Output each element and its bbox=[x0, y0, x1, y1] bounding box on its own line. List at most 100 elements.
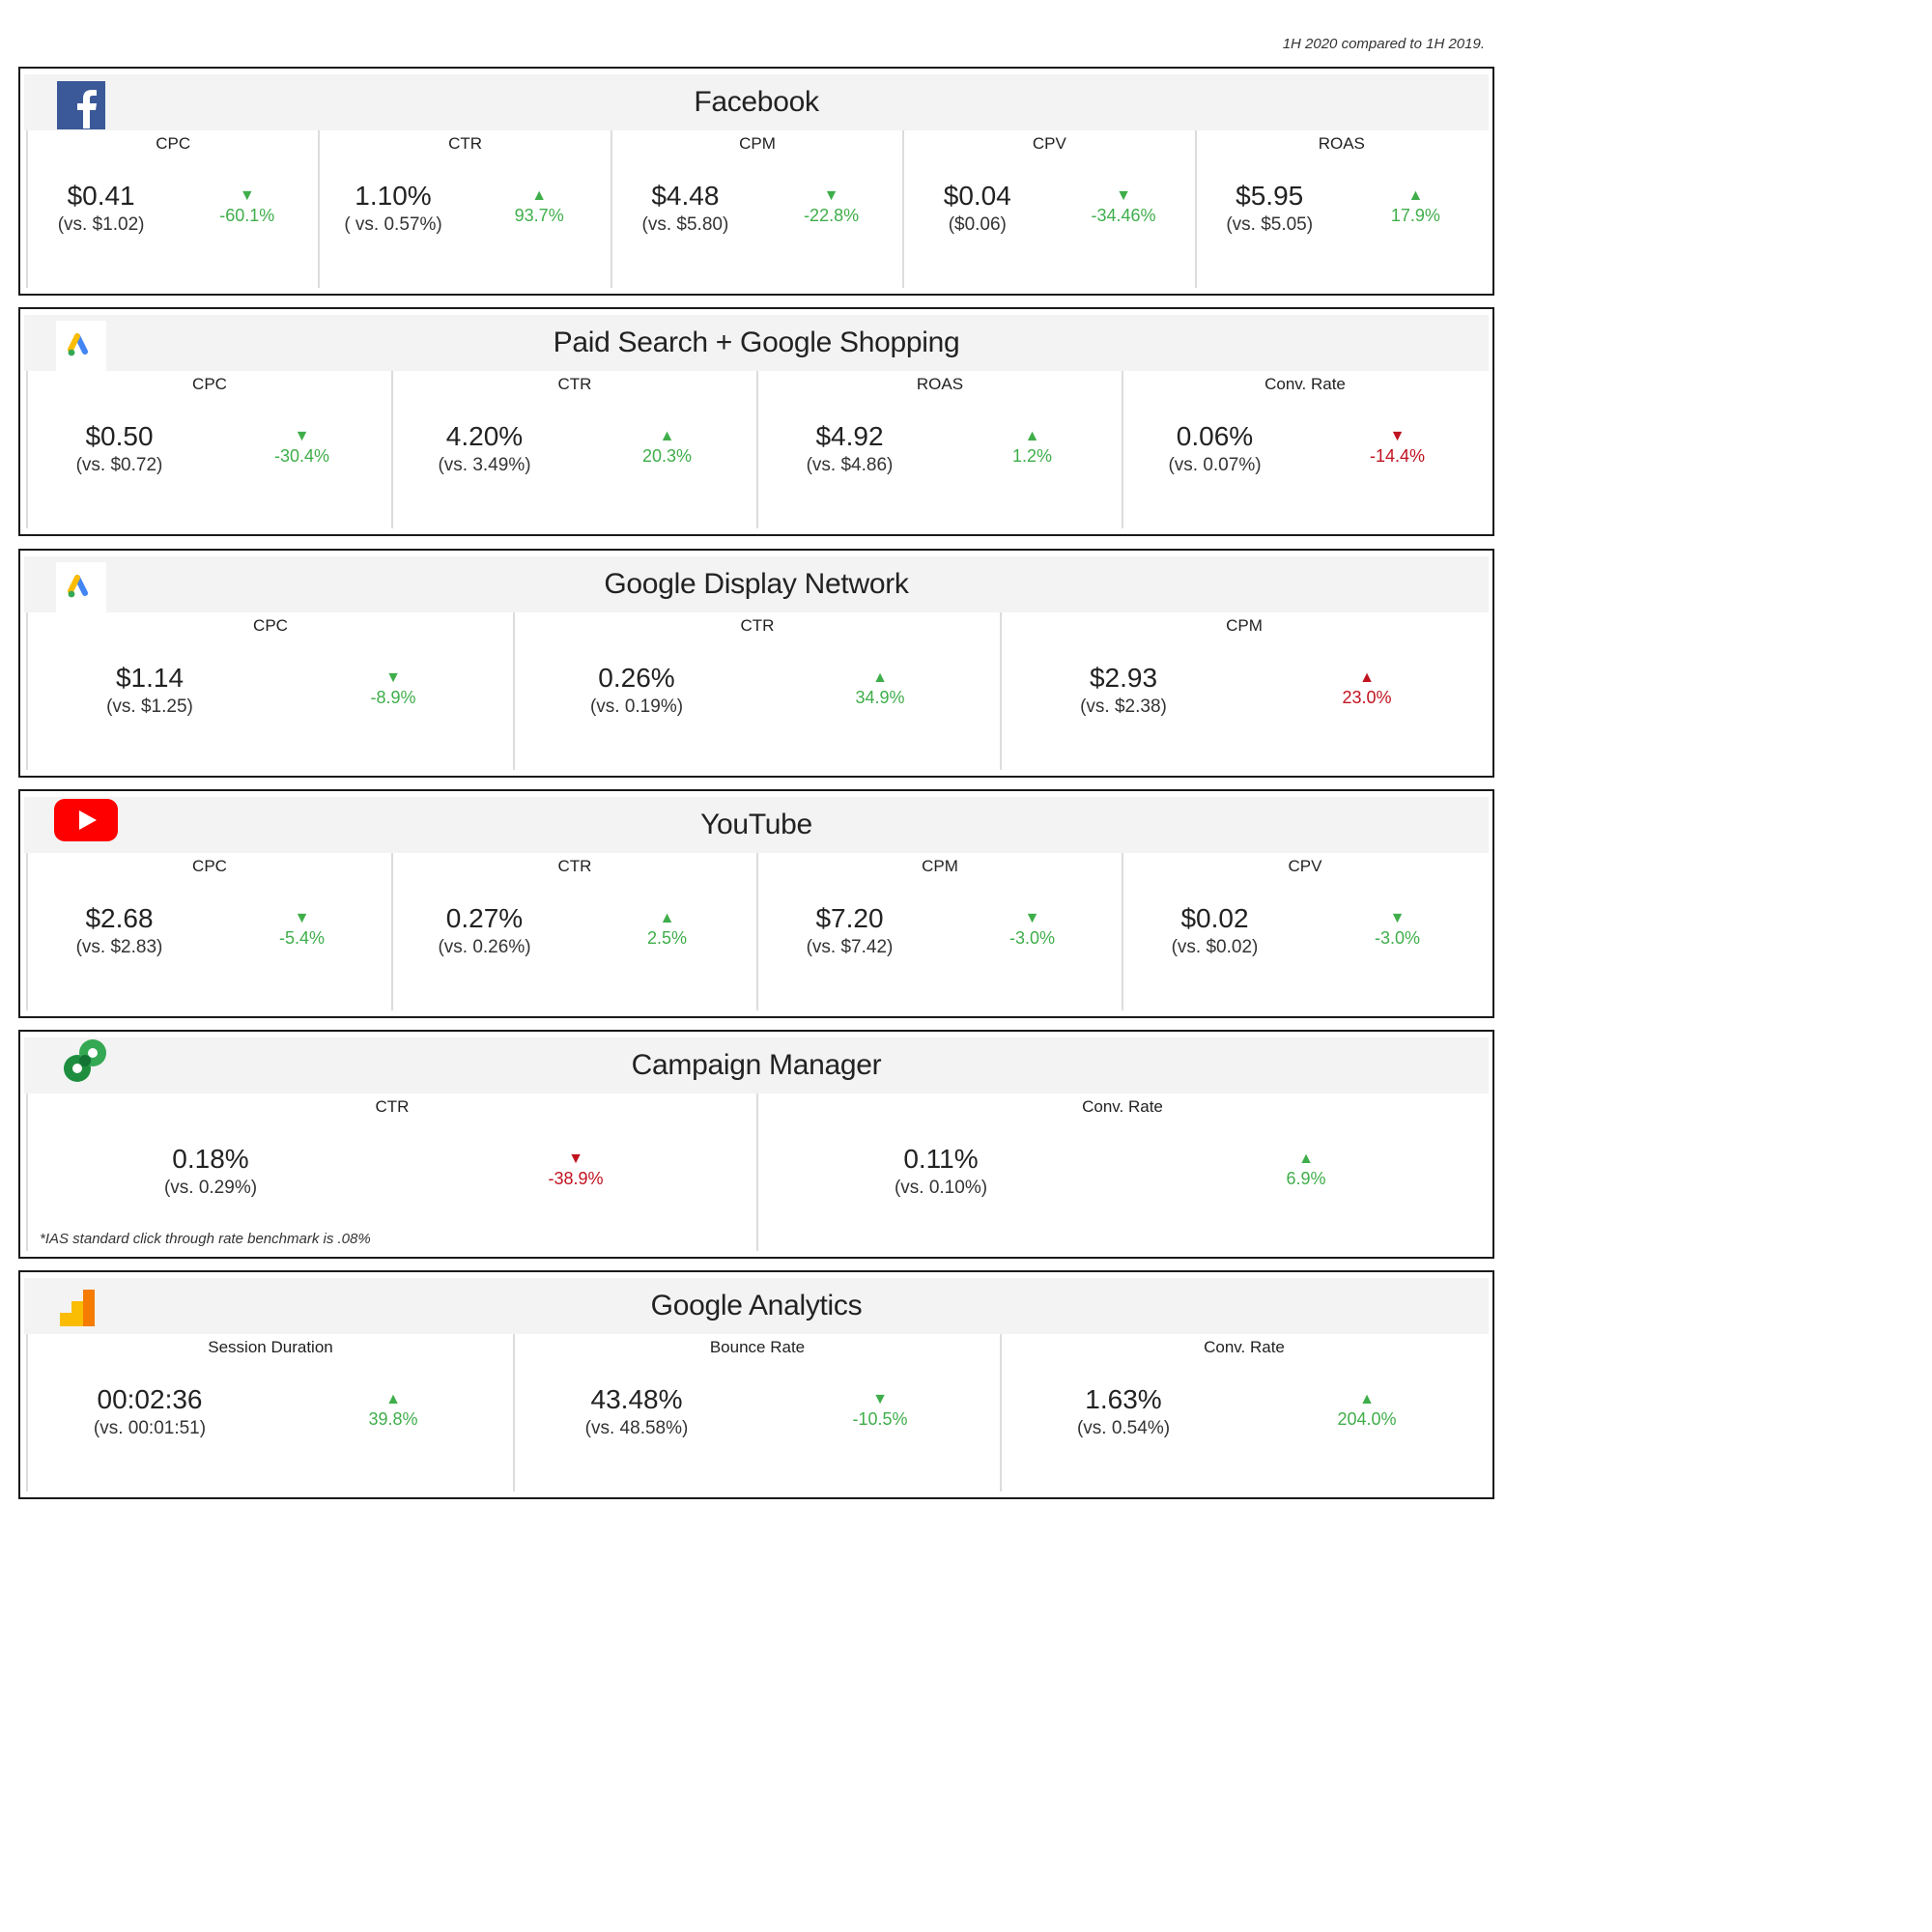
panel-header: Google Display Network bbox=[24, 556, 1489, 612]
metric-change: 23.0% bbox=[1342, 688, 1392, 707]
metric-value: 0.06% bbox=[1176, 421, 1254, 451]
metric-label: CPM bbox=[1226, 616, 1263, 635]
metric-ctr: CTR 4.20% (vs. 3.49%) ▲ 20.3% bbox=[391, 371, 756, 528]
metric-value: $0.04 bbox=[943, 181, 1011, 211]
panel-title: Google Display Network bbox=[604, 568, 909, 600]
metric-value: $5.95 bbox=[1236, 181, 1304, 211]
panel-youtube: YouTube CPC $2.68 (vs. $2.83) ▼ -5.4% CTR 0.27%… bbox=[18, 789, 1494, 1018]
metric-previous-value: (vs. $5.05) bbox=[1226, 214, 1314, 235]
metric-change: -30.4% bbox=[273, 446, 330, 466]
metric-previous-value: (vs. $0.72) bbox=[75, 455, 163, 475]
metric-label: CTR bbox=[557, 375, 592, 393]
panel-title: Facebook bbox=[694, 86, 819, 118]
metric-value: 0.26% bbox=[598, 663, 675, 693]
google-analytics-logo bbox=[56, 1284, 106, 1334]
metric-conv-rate: Conv. Rate 1.63% (vs. 0.54%) ▲ 204.0% bbox=[1000, 1334, 1487, 1492]
metric-cpm: CPM $7.20 (vs. $7.42) ▼ -3.0% bbox=[756, 853, 1122, 1010]
metric-previous-value: (vs. 0.26%) bbox=[438, 937, 531, 957]
metric-change: -60.1% bbox=[219, 206, 275, 225]
metric-previous-value: (vs. 3.49%) bbox=[438, 455, 531, 475]
metric-ctr: CTR 0.26% (vs. 0.19%) ▲ 34.9% bbox=[513, 612, 1000, 770]
triangle-down-icon: ▼ bbox=[385, 669, 401, 686]
metric-label: CPC bbox=[192, 857, 227, 875]
metric-ctr: CTR 1.10% ( vs. 0.57%) ▲ 93.7% bbox=[318, 130, 610, 288]
metric-value: $2.68 bbox=[85, 903, 154, 933]
metric-value: $1.14 bbox=[115, 663, 185, 693]
panel-title: Paid Search + Google Shopping bbox=[553, 327, 960, 358]
metric-value: $0.41 bbox=[67, 181, 135, 211]
metric-change: 39.8% bbox=[368, 1409, 418, 1429]
metric-change: -10.5% bbox=[852, 1409, 908, 1429]
metric-previous-value: (vs. 00:01:51) bbox=[93, 1418, 207, 1438]
metric-change: -38.9% bbox=[548, 1169, 604, 1188]
metric-previous-value: ( vs. 0.57%) bbox=[344, 214, 442, 235]
triangle-up-icon: ▲ bbox=[1359, 669, 1375, 686]
triangle-down-icon: ▼ bbox=[1116, 187, 1131, 204]
metric-change: 204.0% bbox=[1337, 1409, 1397, 1429]
metric-previous-value: (vs. 48.58%) bbox=[584, 1418, 689, 1438]
metric-label: Conv. Rate bbox=[1082, 1097, 1163, 1116]
triangle-down-icon: ▼ bbox=[823, 187, 839, 204]
metric-ctr: CTR 0.27% (vs. 0.26%) ▲ 2.5% bbox=[391, 853, 756, 1010]
metric-bounce-rate: Bounce Rate 43.48% (vs. 48.58%) ▼ -10.5% bbox=[513, 1334, 1000, 1492]
metric-label: CTR bbox=[740, 616, 775, 635]
metric-change: 34.9% bbox=[855, 688, 905, 707]
metric-previous-value: (vs. $4.86) bbox=[806, 455, 894, 475]
triangle-down-icon: ▼ bbox=[239, 187, 255, 204]
triangle-down-icon: ▼ bbox=[1389, 910, 1406, 926]
metric-change: -3.0% bbox=[1374, 928, 1421, 948]
metric-cpv: CPV $0.02 (vs. $0.02) ▼ -3.0% bbox=[1122, 853, 1487, 1010]
panel-header: YouTube bbox=[24, 797, 1489, 853]
triangle-up-icon: ▲ bbox=[659, 910, 675, 926]
metric-previous-value: (vs. 0.10%) bbox=[894, 1178, 988, 1198]
metric-label: CPM bbox=[739, 134, 776, 153]
metric-label: CPV bbox=[1032, 134, 1066, 153]
metric-conv-rate: Conv. Rate 0.11% (vs. 0.10%) ▲ 6.9% bbox=[756, 1094, 1487, 1251]
metric-change: 2.5% bbox=[646, 928, 688, 948]
metric-cpc: CPC $2.68 (vs. $2.83) ▼ -5.4% bbox=[26, 853, 391, 1010]
panel-header: Paid Search + Google Shopping bbox=[24, 315, 1489, 371]
triangle-up-icon: ▲ bbox=[1298, 1151, 1314, 1167]
metric-cpc: CPC $0.50 (vs. $0.72) ▼ -30.4% bbox=[26, 371, 391, 528]
metric-change: -34.46% bbox=[1091, 206, 1156, 225]
metric-change: -8.9% bbox=[370, 688, 416, 707]
metric-value: $4.48 bbox=[651, 181, 720, 211]
panel-facebook: Facebook CPC $0.41 (vs. $1.02) ▼ -60.1% CTR 1.1… bbox=[18, 67, 1494, 296]
triangle-down-icon: ▼ bbox=[1024, 910, 1040, 926]
panel-paid-search-google-shopping: Paid Search + Google Shopping CPC $0.50 (vs… bbox=[18, 307, 1494, 536]
triangle-up-icon: ▲ bbox=[531, 187, 548, 204]
metric-value: $0.50 bbox=[85, 421, 154, 451]
metric-previous-value: ($0.06) bbox=[948, 214, 1007, 235]
metric-change: -22.8% bbox=[804, 206, 860, 225]
metric-cpv: CPV $0.04 ($0.06) ▼ -34.46% bbox=[902, 130, 1194, 288]
panel-header: Facebook bbox=[24, 74, 1489, 130]
panel-google-display-network: Google Display Network CPC $1.14 (vs. $1.25… bbox=[18, 549, 1494, 778]
metric-value: $0.02 bbox=[1180, 903, 1249, 933]
metric-conv-rate: Conv. Rate 0.06% (vs. 0.07%) ▼ -14.4% bbox=[1122, 371, 1487, 528]
metric-change: 93.7% bbox=[514, 206, 564, 225]
metric-value: 0.11% bbox=[903, 1144, 979, 1174]
metric-value: 00:02:36 bbox=[97, 1384, 203, 1414]
metric-cpc: CPC $0.41 (vs. $1.02) ▼ -60.1% bbox=[26, 130, 318, 288]
triangle-down-icon: ▼ bbox=[294, 428, 310, 444]
metric-label: Conv. Rate bbox=[1264, 375, 1346, 393]
google-ads-logo bbox=[56, 321, 106, 371]
panel-header: Google Analytics bbox=[24, 1278, 1489, 1334]
metric-change: 6.9% bbox=[1286, 1169, 1326, 1188]
metric-label: Session Duration bbox=[208, 1338, 333, 1356]
metric-cpm: CPM $4.48 (vs. $5.80) ▼ -22.8% bbox=[610, 130, 902, 288]
metric-previous-value: (vs. $1.25) bbox=[106, 696, 193, 717]
metric-label: Bounce Rate bbox=[709, 1338, 806, 1356]
metric-cpc: CPC $1.14 (vs. $1.25) ▼ -8.9% bbox=[26, 612, 513, 770]
panel-campaign-manager: Campaign Manager CTR 0.18% (vs. 0.29%) ▼ -38.… bbox=[18, 1030, 1494, 1259]
metric-value: 0.27% bbox=[445, 903, 524, 933]
triangle-down-icon: ▼ bbox=[1389, 428, 1406, 444]
panel-google-analytics: Google Analytics Session Duration 00:02:36… bbox=[18, 1270, 1494, 1499]
metric-previous-value: (vs. 0.29%) bbox=[163, 1178, 258, 1198]
triangle-down-icon: ▼ bbox=[872, 1391, 888, 1407]
metric-value: 1.63% bbox=[1085, 1384, 1162, 1414]
footnote: *IAS standard click through rate benchma… bbox=[40, 1231, 371, 1247]
metric-change: 20.3% bbox=[641, 446, 693, 466]
triangle-up-icon: ▲ bbox=[872, 669, 888, 686]
metric-label: CPC bbox=[253, 616, 288, 635]
